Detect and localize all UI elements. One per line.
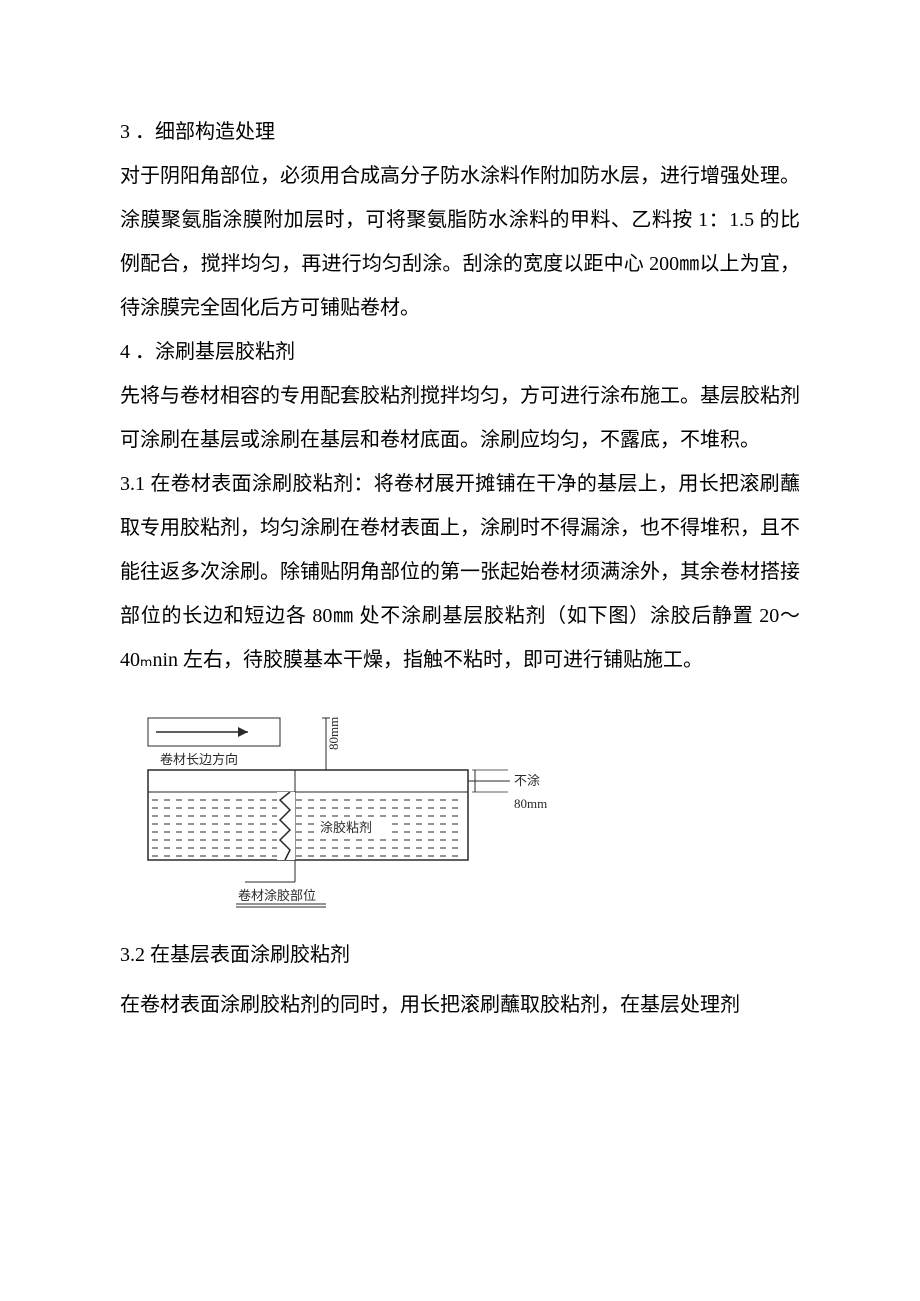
diagram-label-bottom: 卷材涂胶部位 [238,888,316,903]
section-4-title: 4 ．涂刷基层胶粘剂 [120,330,800,374]
section-4-body: 先将与卷材相容的专用配套胶粘剂搅拌均匀，方可进行涂布施工。基层胶粘剂可涂刷在基层… [120,374,800,462]
diagram-label-right-dim: 80mm [514,796,547,811]
diagram-svg: 卷材长边方向 80mm 不涂 80mm [130,710,560,910]
diagram-label-top-dim: 80mm [326,717,341,750]
section-3-1-body: 3.1 在卷材表面涂刷胶粘剂：将卷材展开摊铺在干净的基层上，用长把滚刷蘸取专用胶… [120,462,800,682]
section-3-body: 对于阴阳角部位，必须用合成高分子防水涂料作附加防水层，进行增强处理。涂膜聚氨脂涂… [120,154,800,330]
adhesive-diagram: 卷材长边方向 80mm 不涂 80mm [130,710,800,915]
diagram-label-direction: 卷材长边方向 [160,752,238,767]
section-3-title: 3 ．细部构造处理 [120,110,800,154]
diagram-label-right-top: 不涂 [514,773,540,788]
section-3-2-body: 在卷材表面涂刷胶粘剂的同时，用长把滚刷蘸取胶粘剂，在基层处理剂 [120,983,800,1027]
section-3-2-title: 3.2 在基层表面涂刷胶粘剂 [120,933,800,977]
document-page: 3 ．细部构造处理 对于阴阳角部位，必须用合成高分子防水涂料作附加防水层，进行增… [0,0,920,1087]
diagram-label-center: 涂胶粘剂 [320,820,372,835]
